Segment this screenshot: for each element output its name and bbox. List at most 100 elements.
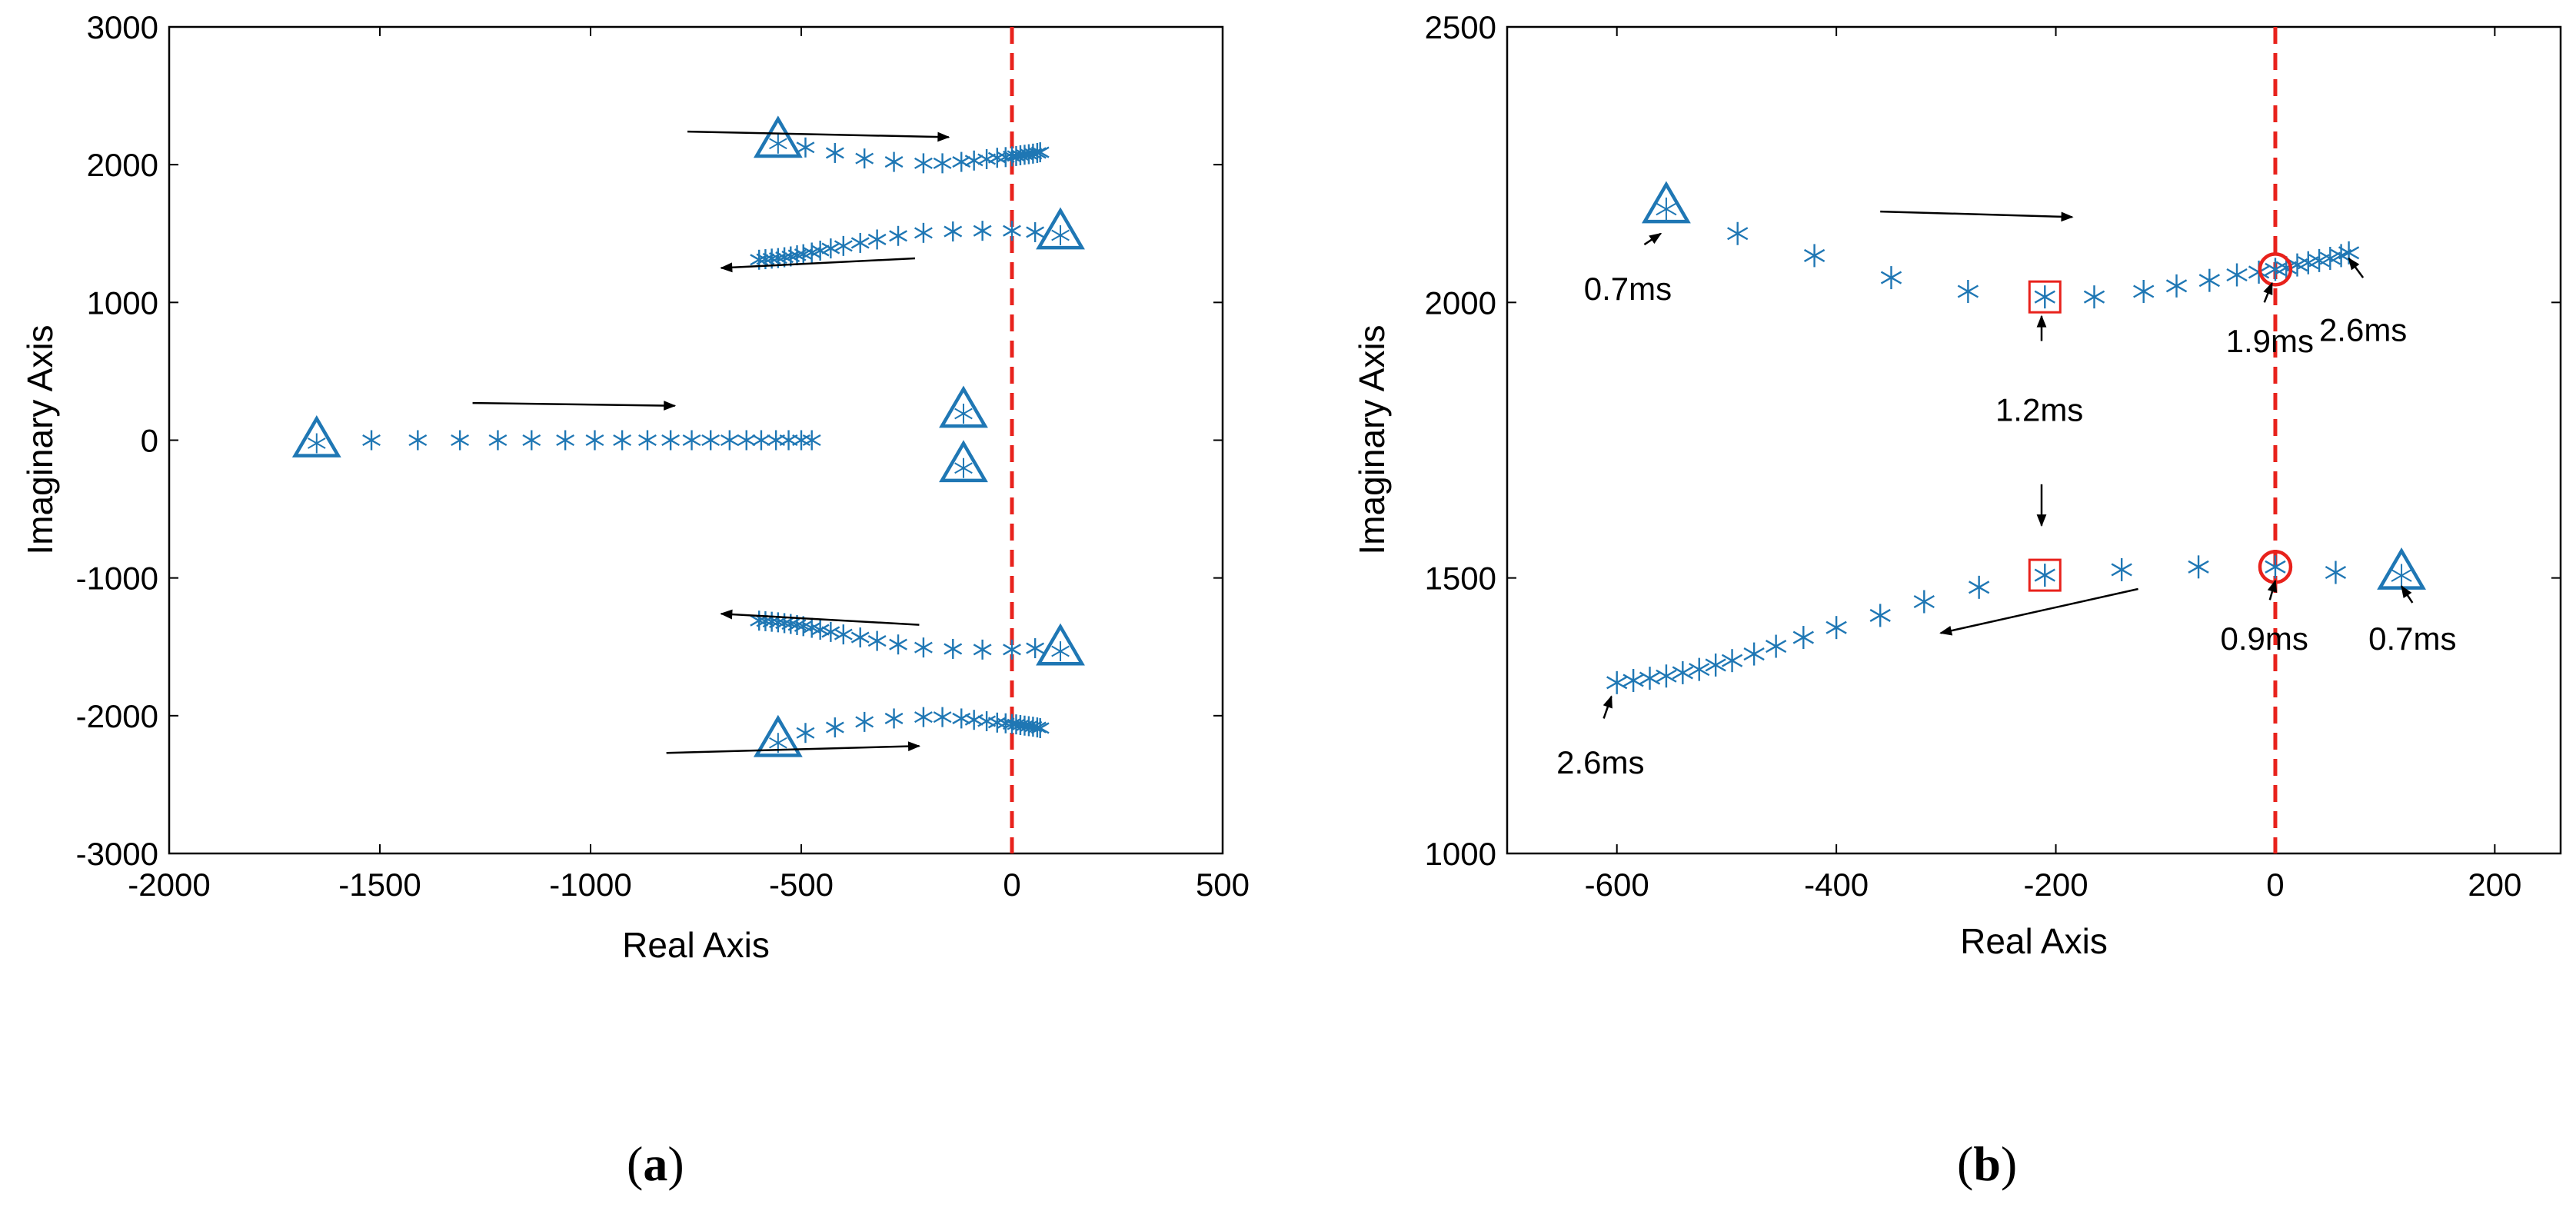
asterisk-stroke	[914, 641, 933, 654]
asterisk-stroke	[1656, 669, 1677, 683]
real-axis-branch-point	[802, 430, 821, 451]
lower-inner-branch-point	[914, 637, 933, 658]
real-axis-branch-point	[779, 430, 798, 451]
asterisk-stroke	[750, 254, 769, 266]
upper-branch-point	[2133, 280, 2155, 303]
panel-a-xlabel: Real Axis	[622, 925, 770, 965]
direction-arrow	[1880, 210, 2074, 222]
real-axis-branch-point	[682, 430, 701, 451]
x-tick-label: 500	[1196, 867, 1250, 903]
upper-outer-branch-point	[933, 153, 952, 174]
real-axis-branch-point	[752, 430, 770, 451]
annotation-label: 0.7ms	[2368, 620, 2456, 657]
start-triangle	[939, 440, 988, 483]
lower-inner-branch-point	[1026, 638, 1045, 659]
lower-branch-point	[1765, 634, 1787, 658]
panel-b-ylabel: Imaginary Axis	[1352, 324, 1392, 554]
triangle-outline	[939, 385, 988, 428]
y-tick-label: 2500	[1425, 9, 1496, 45]
panel-b: -600 -400 -200 0 200 1000 1500 2000 2500 0.7ms 1.…	[1352, 9, 2562, 1191]
real-axis-branch-point	[638, 430, 657, 451]
lower-branch-point	[1743, 642, 1765, 666]
triangle-asterisk	[769, 138, 787, 150]
y-tick-label: -2000	[76, 698, 158, 734]
triangle-outline	[753, 115, 803, 158]
panel-a-caption: (a)	[627, 1136, 684, 1191]
y-tick-label: 0	[141, 423, 158, 459]
asterisk-stroke	[2034, 568, 2055, 582]
asterisk-stroke	[855, 152, 874, 165]
asterisk-stroke	[638, 434, 657, 447]
y-tick-label: 2000	[1425, 284, 1496, 321]
asterisk-stroke	[1869, 608, 1891, 622]
direction-arrow	[720, 257, 916, 273]
asterisk-stroke	[952, 156, 971, 168]
lower-inner-branch-point	[944, 638, 963, 659]
asterisk-stroke	[987, 151, 1007, 164]
triangle-asterisk	[307, 437, 326, 449]
asterisk-stroke	[1020, 720, 1038, 732]
asterisk-stroke	[720, 434, 739, 447]
triangle-asterisk	[2391, 569, 2412, 582]
asterisk-stroke	[889, 638, 907, 650]
upper-inner-branch-point	[834, 235, 853, 256]
lower-inner-branch-point	[750, 610, 769, 631]
asterisk-stroke	[1026, 642, 1045, 654]
upper-inner-branch-point	[821, 238, 840, 259]
annotation-arrow	[2348, 257, 2365, 278]
asterisk-stroke	[802, 434, 821, 447]
lower-branch-point	[2325, 561, 2347, 584]
start-triangle	[1642, 181, 1691, 224]
asterisk-stroke	[2198, 274, 2220, 288]
asterisk-stroke	[2034, 290, 2055, 304]
asterisk-stroke	[821, 626, 840, 638]
lower-branch-point	[1721, 649, 1743, 673]
real-axis-branch-point	[522, 430, 541, 451]
asterisk-stroke	[701, 434, 721, 447]
upper-inner-branch-point	[867, 229, 887, 250]
real-axis-branch-point	[737, 430, 756, 451]
lower-outer-branch-point	[933, 707, 952, 727]
asterisk-stroke	[1015, 720, 1034, 732]
panel-b-ticks: -600 -400 -200 0 200 1000 1500 2000 2500	[1425, 9, 2561, 903]
annotation-arrow	[1643, 232, 1662, 246]
lower-branch-point	[1825, 616, 1847, 640]
direction-arrow	[720, 609, 920, 626]
upper-branch-point	[1957, 280, 1979, 303]
lower-outer-branch-point	[796, 723, 815, 744]
asterisk-stroke	[682, 434, 701, 447]
asterisk-stroke	[1639, 671, 1661, 685]
upper-branch-point	[2165, 274, 2188, 298]
y-tick-label: 1000	[1425, 836, 1496, 872]
asterisk-stroke	[1727, 227, 1749, 241]
asterisk-stroke	[2319, 251, 2341, 265]
annotation-label: 2.6ms	[2319, 312, 2407, 348]
asterisk-stroke	[850, 631, 870, 644]
lower-outer-branch-point	[855, 711, 874, 732]
real-axis-branch-point	[362, 430, 381, 451]
asterisk-stroke	[944, 643, 963, 655]
upper-inner-branch-point	[1003, 221, 1021, 241]
real-axis-branch-point	[792, 430, 810, 451]
lower-branch-point	[1968, 575, 1990, 599]
annotation-arrow	[1603, 695, 1612, 719]
annotation-label: 1.9ms	[2226, 323, 2314, 359]
annotation-label: 2.6ms	[1556, 744, 1644, 780]
asterisk-stroke	[1721, 654, 1743, 667]
asterisk-stroke	[964, 155, 983, 167]
asterisk-stroke	[1765, 639, 1787, 654]
asterisk-stroke	[1672, 666, 1693, 680]
asterisk-stroke	[867, 635, 887, 647]
annotation-arrow	[2401, 585, 2414, 604]
lower-branch-point	[1689, 657, 1710, 681]
upper-outer-branch-point	[1030, 142, 1050, 163]
y-tick-label: 1500	[1425, 561, 1496, 597]
upper-branch-point	[1727, 221, 1749, 245]
lower-branch-point	[1913, 590, 1935, 614]
asterisk-stroke	[1007, 718, 1026, 730]
triangle-asterisk	[1051, 229, 1070, 241]
x-tick-label: -500	[769, 867, 834, 903]
asterisk-stroke	[362, 434, 381, 447]
asterisk-stroke	[834, 240, 853, 252]
asterisk-stroke	[2325, 565, 2347, 580]
